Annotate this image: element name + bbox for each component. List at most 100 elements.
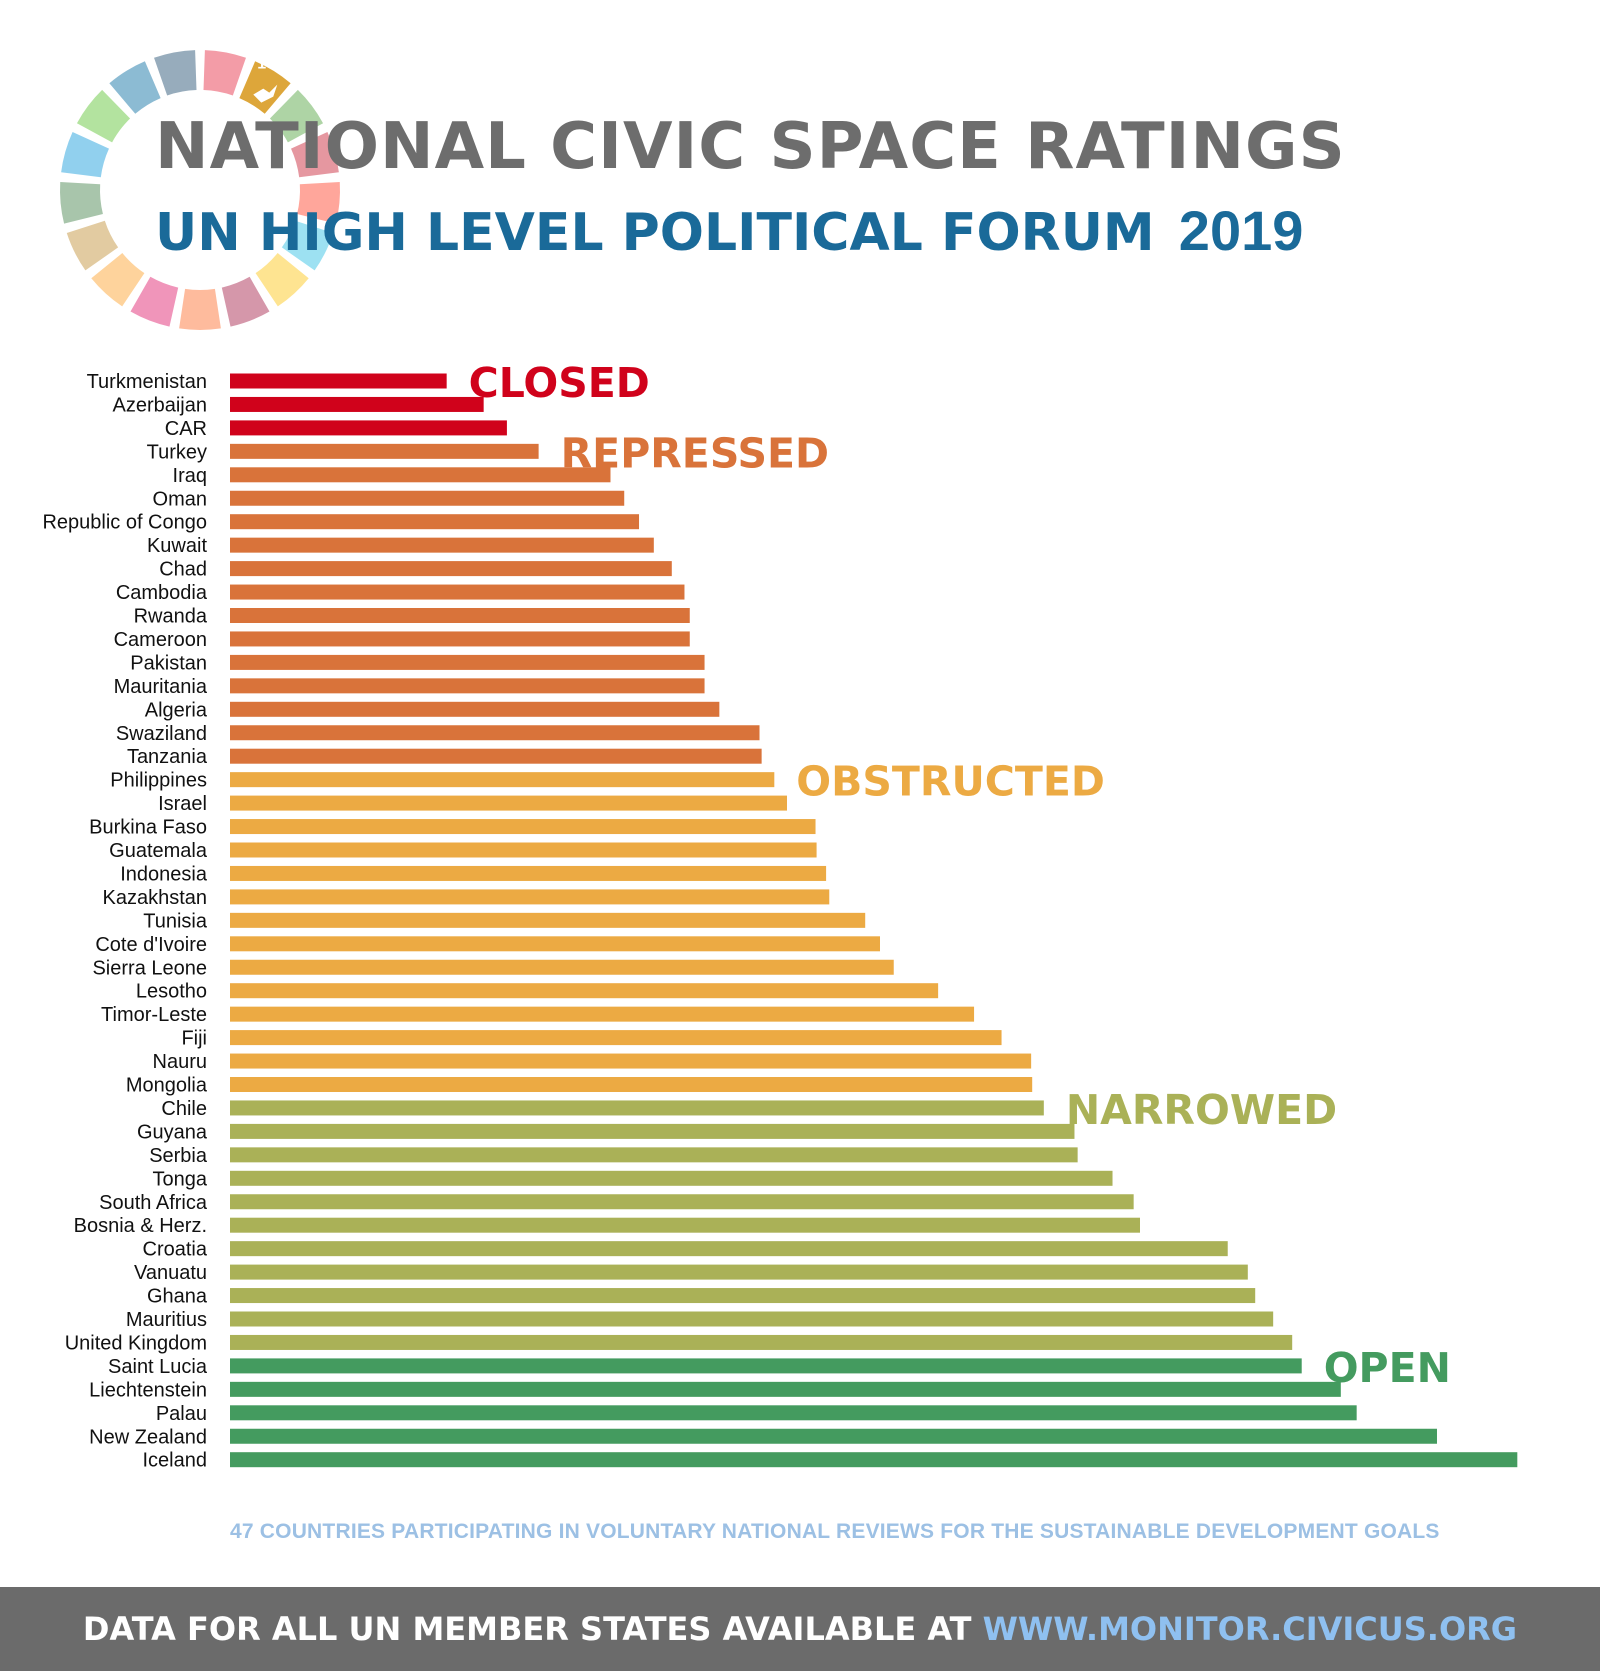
country-label: Turkmenistan: [87, 371, 207, 393]
dove-icon: [253, 84, 278, 103]
bar: [230, 1170, 1113, 1186]
bar: [230, 490, 625, 506]
bar: [230, 1428, 1437, 1444]
country-label: Serbia: [149, 1145, 208, 1167]
page-subtitle: UN HIGH LEVEL POLITICAL FORUM 2019: [155, 198, 1303, 263]
country-label: Iceland: [143, 1450, 208, 1472]
bar: [230, 795, 787, 811]
country-label: Indonesia: [120, 863, 208, 885]
wheel-segment: [269, 89, 324, 143]
wheel-segment: [66, 220, 119, 271]
country-label: Israel: [158, 793, 207, 815]
country-label: Mongolia: [126, 1075, 208, 1097]
country-label: Oman: [153, 488, 207, 510]
bar: [230, 983, 939, 999]
rating-label: OPEN: [1324, 1344, 1451, 1392]
bar: [230, 584, 685, 600]
bar: [230, 1241, 1228, 1257]
wheel-segment: [297, 181, 340, 224]
bar: [230, 561, 672, 577]
country-label: Nauru: [153, 1051, 207, 1073]
wheel-segment: [255, 253, 309, 307]
wheel-segment: [203, 50, 246, 96]
country-label: Fiji: [181, 1028, 207, 1050]
country-label: Tunisia: [143, 910, 208, 932]
bar: [230, 1030, 1002, 1046]
country-label: Guyana: [137, 1121, 208, 1143]
country-label: Mauritania: [114, 676, 208, 698]
bar: [230, 1452, 1518, 1468]
wheel-segment: [281, 220, 334, 271]
rating-label: CLOSED: [469, 360, 650, 407]
wheel-segment: [60, 181, 103, 224]
country-label: Tanzania: [127, 746, 208, 768]
bar: [230, 467, 611, 483]
country-label: Chile: [161, 1098, 207, 1120]
footer-text: DATA FOR ALL UN MEMBER STATES AVAILABLE …: [0, 1587, 1600, 1671]
country-label: Kuwait: [147, 535, 207, 557]
bar: [230, 1147, 1078, 1163]
bar: [230, 1358, 1302, 1374]
bar: [230, 1311, 1274, 1327]
bar: [230, 1288, 1256, 1304]
bar: [230, 631, 690, 647]
country-label: Cameroon: [114, 629, 207, 651]
country-label: Lesotho: [136, 981, 207, 1003]
bar: [230, 912, 866, 928]
bar: [230, 537, 654, 553]
bar: [230, 1264, 1248, 1280]
country-label: Algeria: [145, 699, 208, 721]
country-label: Cote d'Ivoire: [95, 934, 207, 956]
bar: [230, 725, 760, 741]
bar: [230, 678, 705, 694]
country-label: Guatemala: [109, 840, 208, 862]
wheel-segment: [109, 61, 161, 114]
country-label: United Kingdom: [65, 1332, 207, 1354]
bar: [230, 701, 720, 717]
bar: [230, 1405, 1357, 1421]
country-label: Cambodia: [116, 582, 208, 604]
bar: [230, 748, 762, 764]
rating-label: REPRESSED: [561, 429, 829, 477]
bar: [230, 819, 816, 835]
bar: [230, 842, 817, 858]
bar: [230, 772, 775, 788]
wheel-segment: [179, 288, 221, 330]
footer-bar: DATA FOR ALL UN MEMBER STATES AVAILABLE …: [0, 1587, 1600, 1671]
sdg-wheel-logo: 16: [60, 50, 340, 330]
country-label: Republic of Congo: [42, 512, 207, 534]
country-label: Pakistan: [130, 652, 207, 674]
goal-16-segment: [239, 61, 291, 114]
subtitle-text: UN HIGH LEVEL POLITICAL FORUM: [155, 203, 1155, 263]
country-label: Turkey: [147, 441, 207, 463]
page-title: NATIONAL CIVIC SPACE RATINGS: [155, 110, 1346, 184]
country-label: Burkina Faso: [89, 817, 207, 839]
rating-label: NARROWED: [1066, 1086, 1337, 1134]
bar: [230, 443, 539, 459]
bar: [230, 1100, 1044, 1116]
logo-badge-number: 16: [257, 56, 275, 73]
bar: [230, 1053, 1032, 1069]
country-label: Swaziland: [116, 723, 207, 745]
bar: [230, 1006, 975, 1022]
bar: [230, 1334, 1293, 1350]
country-label: Timor-Leste: [101, 1004, 207, 1026]
country-label: Mauritius: [126, 1309, 207, 1331]
bar: [230, 514, 640, 530]
bar: [230, 420, 507, 436]
bar: [230, 373, 447, 389]
country-label: Iraq: [173, 465, 207, 487]
civic-space-bar-chart: TurkmenistanAzerbaijanCARTurkeyIraqOmanR…: [42, 360, 1518, 1472]
wheel-segment: [76, 89, 131, 143]
wheel-segment: [154, 50, 197, 96]
country-label: Azerbaijan: [112, 394, 207, 416]
bar: [230, 936, 880, 952]
country-label: Liechtenstein: [89, 1379, 207, 1401]
bar: [230, 1217, 1140, 1233]
bar: [230, 889, 830, 905]
country-label: Bosnia & Herz.: [74, 1215, 207, 1237]
footer-link[interactable]: WWW.MONITOR.CIVICUS.ORG: [982, 1610, 1518, 1648]
country-label: Croatia: [143, 1239, 208, 1261]
bar: [230, 654, 705, 670]
subtitle-year: 2019: [1178, 199, 1304, 262]
